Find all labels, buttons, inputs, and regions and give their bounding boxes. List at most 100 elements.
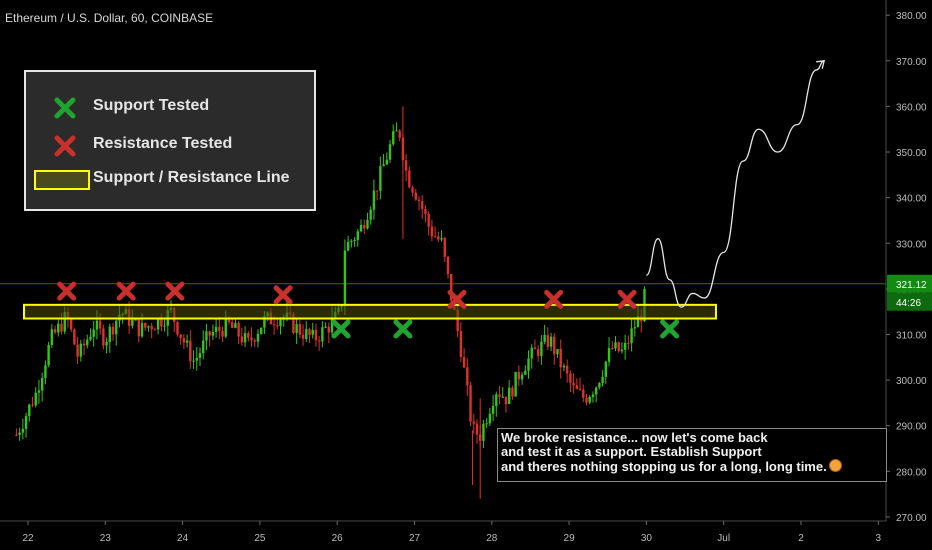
candle-body xyxy=(623,342,627,350)
candle-body xyxy=(95,320,99,330)
candle-body xyxy=(404,160,408,171)
candle-body xyxy=(18,432,21,436)
candle-body xyxy=(150,326,153,330)
candle-body xyxy=(292,314,295,333)
x-tick-label: 26 xyxy=(332,533,344,544)
candle-body xyxy=(111,326,115,335)
candle-body xyxy=(76,344,79,357)
candle-body xyxy=(253,340,256,342)
candle-body xyxy=(327,326,331,333)
candle-body xyxy=(379,166,382,191)
candle-body xyxy=(562,365,566,368)
candle-body xyxy=(192,360,195,362)
candle-body xyxy=(231,322,234,328)
support-resistance-zone xyxy=(23,303,717,320)
candle-body xyxy=(424,209,427,215)
candle-body xyxy=(98,320,102,329)
y-tick-label: 330.00 xyxy=(896,239,927,250)
candle-body xyxy=(295,324,298,333)
candle-body xyxy=(73,329,76,345)
candle-body xyxy=(540,341,543,357)
candle-body xyxy=(388,144,392,160)
candle-body xyxy=(504,396,508,405)
candle-body xyxy=(24,415,28,429)
candle-body xyxy=(382,164,385,167)
candle-body xyxy=(89,336,92,340)
candle-body xyxy=(108,326,112,342)
last-price-label: 321.12 xyxy=(896,280,927,291)
candle-body xyxy=(31,404,34,406)
resistance-x-mark xyxy=(165,281,185,301)
candle-body xyxy=(272,324,276,326)
legend-panel: Support Tested Resistance Tested Support… xyxy=(24,70,316,211)
candle-body xyxy=(63,312,66,332)
candle-body xyxy=(598,382,601,388)
candle-body xyxy=(44,365,47,378)
candle-body xyxy=(353,239,356,241)
candle-body xyxy=(359,224,363,232)
candle-body xyxy=(131,319,134,326)
candle-body xyxy=(556,349,559,355)
candle-body xyxy=(137,319,140,337)
candle-body xyxy=(105,341,108,346)
candle-body xyxy=(411,187,414,193)
candle-body xyxy=(144,322,147,328)
candle-body xyxy=(240,336,244,343)
candle-body xyxy=(243,333,247,343)
candle-body xyxy=(234,323,237,328)
candle-body xyxy=(553,336,556,355)
x-tick-label: 2 xyxy=(798,533,804,544)
candle-body xyxy=(578,388,582,390)
candle-body xyxy=(472,421,475,424)
candle-body xyxy=(53,329,57,333)
candle-body xyxy=(462,356,466,368)
candle-body xyxy=(86,339,89,346)
candle-body xyxy=(585,397,588,403)
candle-body xyxy=(343,250,347,306)
candle-body xyxy=(385,159,389,165)
candle-body xyxy=(134,319,137,321)
legend-item-support: Support Tested xyxy=(26,93,314,121)
candle-body xyxy=(218,326,221,331)
candle-body xyxy=(594,387,598,395)
candle-body xyxy=(60,323,63,332)
candle-body xyxy=(221,330,224,337)
resistance-x-mark xyxy=(273,285,293,305)
candle-body xyxy=(527,358,530,371)
candle-body xyxy=(414,192,417,200)
candle-body xyxy=(330,317,334,333)
candle-body xyxy=(321,327,324,342)
candle-body xyxy=(456,309,459,332)
candle-body xyxy=(189,340,192,362)
candle-body xyxy=(305,329,308,339)
candle-body xyxy=(392,131,395,145)
x-mark-icon xyxy=(54,135,76,157)
candle-body xyxy=(237,323,240,337)
candle-body xyxy=(198,353,202,359)
candle-body xyxy=(591,394,595,397)
resistance-x-mark xyxy=(544,289,564,309)
candle-body xyxy=(308,329,311,335)
candle-body xyxy=(437,236,440,240)
note-line-3: and theres nothing stopping us for a lon… xyxy=(501,459,886,474)
candle-body xyxy=(620,349,624,352)
candle-body xyxy=(559,349,562,368)
candle-body xyxy=(195,358,198,361)
candle-body xyxy=(611,348,614,350)
candle-body xyxy=(491,405,495,414)
candle-body xyxy=(507,387,511,405)
candle-body xyxy=(79,343,83,357)
resistance-x-mark xyxy=(57,281,77,301)
candle-body xyxy=(514,371,517,397)
candle-body xyxy=(69,318,73,330)
candle-body xyxy=(627,342,630,344)
candle-body xyxy=(546,335,550,347)
candle-body xyxy=(466,367,469,386)
candle-body xyxy=(324,326,327,328)
y-tick-label: 310.00 xyxy=(896,330,927,341)
candle-body xyxy=(430,226,434,237)
candle-body xyxy=(47,345,50,366)
candle-body xyxy=(34,392,37,406)
candle-body xyxy=(565,365,569,374)
